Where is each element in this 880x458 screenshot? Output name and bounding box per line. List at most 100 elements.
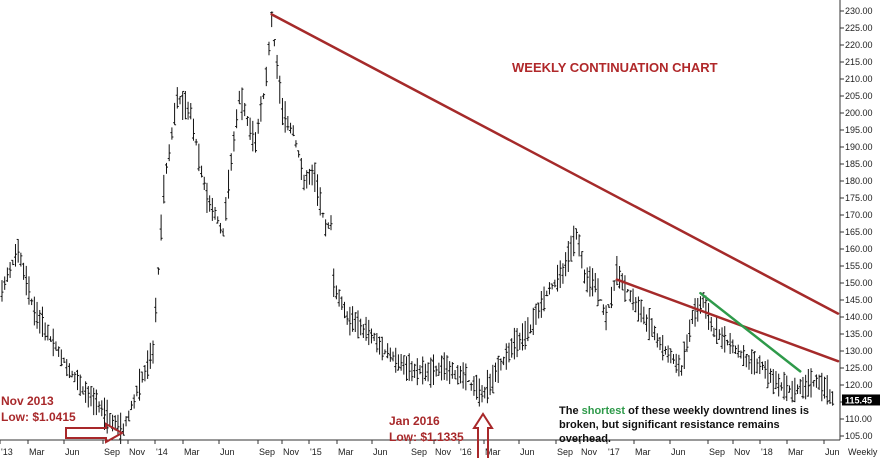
ohlc-bar [353,312,357,333]
ohlc-bar [173,102,177,126]
ohlc-bar [742,345,746,367]
y-tick-label: 140.00 [845,312,873,322]
ohlc-bar [682,341,686,370]
ohlc-bar [574,228,578,240]
ohlc-bar [410,361,414,382]
ohlc-bar [596,278,600,307]
y-tick-label: 110.00 [845,414,872,424]
ohlc-bar [391,351,395,362]
ohlc-bar [434,365,438,377]
ohlc-bar [156,267,160,275]
x-tick-label: Nov [581,447,598,457]
y-tick-label: 205.00 [845,91,873,101]
ohlc-bar [165,162,169,174]
nov2013-annotation-low: Low: $1.0415 [1,410,76,424]
ohlc-bar [820,372,824,402]
ohlc-bar [253,132,257,153]
ohlc-bar [183,90,187,120]
ohlc-bar [278,75,282,104]
ohlc-bar [65,359,69,377]
ohlc-bar [307,168,311,185]
y-tick-label: 145.00 [845,295,873,305]
y-tick-label: 165.00 [845,227,873,237]
y-tick-label: 155.00 [845,261,873,271]
ohlc-bar [76,369,80,391]
ohlc-bar [43,322,47,341]
ohlc-bar [221,228,225,237]
ohlc-bar [256,118,260,134]
ohlc-bar [162,174,166,204]
ohlc-bar [35,301,39,329]
ohlc-bar [399,353,403,371]
chart-title: WEEKLY CONTINUATION CHART [512,60,718,75]
ohlc-bar [40,306,44,337]
y-tick-label: 150.00 [845,278,873,288]
ohlc-bar [318,187,322,216]
ohlc-bar [431,354,435,386]
ohlc-bar [796,384,800,394]
ohlc-bar [237,90,241,105]
ohlc-bar [0,280,4,302]
ohlc-bar [685,334,689,353]
ohlc-bar [367,319,371,346]
ohlc-bar [205,182,209,213]
ohlc-bar [690,309,694,325]
ohlc-bar [755,358,759,374]
x-tick-label: Nov [435,447,452,457]
ohlc-bar [299,157,303,181]
ohlc-bar [569,235,573,262]
x-tick-label: Mar [635,447,651,457]
ohlc-bar [467,380,471,382]
ohlc-bar [642,306,646,325]
ohlc-bar [202,176,206,190]
ohlc-bar [289,122,293,134]
ohlc-bar [712,327,716,338]
ohlc-bar [394,347,398,373]
ohlc-bar [286,115,290,131]
ohlc-bar [626,289,630,293]
ohlc-bar [507,342,511,363]
ohlc-bar [720,327,724,349]
ohlc-bar [232,131,236,152]
ohlc-bar [539,291,543,318]
ohlc-bar [229,153,233,171]
ohlc-bar [259,96,263,122]
ohlc-bar [86,386,90,408]
ohlc-bar [334,285,338,300]
ohlc-bar [823,376,827,399]
ohlc-bar [480,385,484,403]
ohlc-bar [777,373,781,397]
timeframe-label: Weekly [848,447,878,457]
ohlc-bar [135,385,139,397]
ohlc-bar [828,389,832,404]
x-tick-label: Jun [220,447,235,457]
ohlc-bar [216,216,220,224]
ohlc-bar [769,368,773,383]
short-downtrend-line [699,291,802,373]
y-tick-label: 210.00 [845,74,873,84]
ohlc-bar [359,318,363,336]
ohlc-bar [3,276,7,290]
ohlc-bar [386,343,390,359]
x-tick-label: Nov [129,447,146,457]
ohlc-bar [674,353,678,373]
ohlc-bar [30,298,34,306]
ohlc-bar [655,333,659,348]
ohlc-bar [418,365,422,375]
ohlc-bar [294,140,298,148]
ohlc-bar [448,361,452,385]
x-tick-label: Jun [520,447,535,457]
ohlc-bar [305,170,309,189]
ohlc-bar [545,290,549,297]
ohlc-bar [529,324,533,334]
ohlc-bar [388,347,392,362]
y-tick-label: 160.00 [845,244,873,254]
ohlc-bar [488,373,492,396]
ohlc-bar [27,276,31,305]
ohlc-bar [440,355,444,381]
ohlc-bar [181,90,185,120]
ohlc-bar [313,162,317,192]
ohlc-bar [224,197,228,221]
ohlc-bar [717,329,721,340]
